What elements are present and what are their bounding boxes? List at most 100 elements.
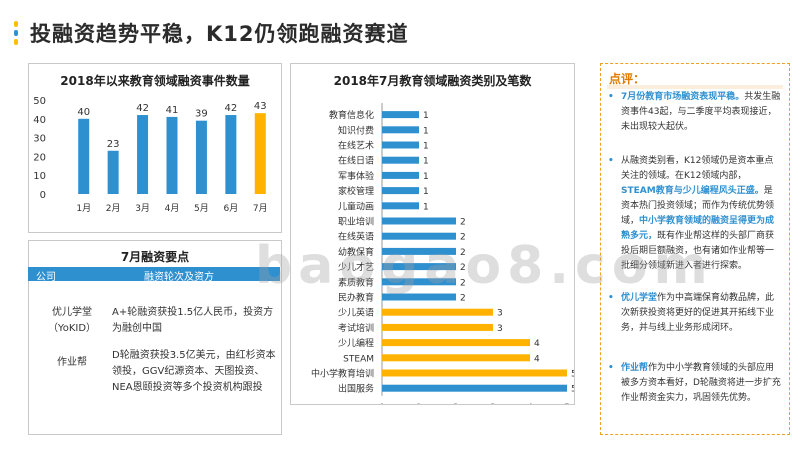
comment-point-3-text: 作为中高端保育幼教品牌，此次新获投资将更好的促进其开拓线下业务，并与线上业务形成… <box>621 293 775 333</box>
y-tick-label: 0 <box>40 190 46 201</box>
events-col-company: 公司 <box>36 272 56 283</box>
events-col-deal: 融资轮次及资方 <box>144 272 214 283</box>
category-label: 出国服务 <box>338 383 374 395</box>
bullet-icon: • <box>608 156 614 166</box>
bar-1月 <box>78 118 90 194</box>
comment-title: 点评： <box>609 72 646 86</box>
comment-point-2-text-c: 既有作业帮这样的头部厂商获投后期巨额融资，也有诸如作业帮等一批细分领域新进入者进… <box>621 231 775 271</box>
bar-中小学教育培训 <box>382 369 567 377</box>
data-label: 2 <box>460 294 466 304</box>
data-label: 1 <box>423 202 429 212</box>
monthly-chart-title: 2018年以来教育领域融资事件数量 <box>60 74 250 88</box>
category-label: 在线艺术 <box>338 140 374 152</box>
data-label: 2 <box>460 278 466 288</box>
bar-在线英语 <box>382 232 456 240</box>
page-title: 投融资趋势平稳，K12仍领跑融资赛道 <box>30 22 409 46</box>
category-label: 在线日语 <box>338 155 374 167</box>
data-label: 5 <box>571 385 574 395</box>
comment-point-2-highlight-1: STEAM教育与少儿编程风头正盛。 <box>621 186 764 196</box>
data-label: 2 <box>460 233 466 243</box>
monthly-chart-panel: 2018年以来教育领域融资事件数量 0 10 20 30 40 50 40 1月 23 2月 42 3… <box>28 63 282 233</box>
data-label: 1 <box>423 157 429 167</box>
watermark-text: baogao8.com <box>255 236 714 296</box>
x-tick-label: 2 <box>453 403 459 404</box>
x-tick-label: 7月 <box>253 203 268 214</box>
events-deal-1: A+轮融资获投1.5亿人民币，投资方为融创中国 <box>112 307 274 334</box>
comment-point-1: • 7月份教育市场融资表现平稳。共发生融资事件43起，与二季度平均表现接近，未出… <box>608 90 781 135</box>
bar-少儿编程 <box>382 339 530 347</box>
data-label: 3 <box>497 324 503 334</box>
bar-STEAM <box>382 354 530 362</box>
events-title: 7月融资要点 <box>120 250 190 264</box>
x-tick-label: 4月 <box>165 203 180 214</box>
bar-儿童动画 <box>382 202 419 210</box>
bar-3月 <box>137 115 149 194</box>
x-tick-label: 3月 <box>135 203 150 214</box>
events-table-header: 公司 融资轮次及资方 <box>28 267 280 283</box>
comment-point-4-text: 作为中小学教育领域的头部应用被多方资本看好，D轮融资将进一步扩充作业帮资金实力，… <box>621 363 781 403</box>
category-label: 中小学教育培训 <box>311 368 374 380</box>
bar-考试培训 <box>382 323 493 331</box>
category-label: 教育信息化 <box>329 109 374 121</box>
category-label: 民办教育 <box>338 292 374 304</box>
bar-少儿才艺 <box>382 263 456 271</box>
data-label: 4 <box>534 339 540 349</box>
category-label: 知识付费 <box>338 124 374 136</box>
data-label: 2 <box>460 263 466 273</box>
bar-6月 <box>225 115 237 194</box>
category-label: 考试培训 <box>338 322 374 334</box>
bar-知识付费 <box>382 126 419 134</box>
bar-5月 <box>195 120 207 194</box>
bar-军事体验 <box>382 171 419 179</box>
data-label: 39 <box>195 109 208 120</box>
events-deal-2: D轮融资获投3.5亿美元，由红杉资本领投，GGV纪源资本、天图投资、NEA恩颐投… <box>112 350 276 393</box>
bar-幼教保育 <box>382 247 456 255</box>
events-company-1: 优儿学堂（YoKID） <box>47 307 97 334</box>
data-label: 1 <box>423 126 429 136</box>
category-bar-chart: 教育信息化 1 知识付费 1 在线艺术 1 在线日语 1 军事体验 1 家校管理 1 儿童动画 1 职业培训… <box>311 103 574 404</box>
y-tick-label: 30 <box>33 134 46 145</box>
data-label: 2 <box>460 218 466 228</box>
comment-point-1-text: 共发生融资事件43起，与二季度平均表现接近，未出现较大起伏。 <box>621 92 781 132</box>
data-label: 1 <box>423 172 429 182</box>
x-tick-label: 1月 <box>76 203 91 214</box>
comment-point-2-highlight-2: 中小学教育领域的融资呈得更为成熟多元， <box>621 216 775 241</box>
category-label: STEAM <box>343 354 374 364</box>
bar-在线艺术 <box>382 141 419 149</box>
data-label: 1 <box>423 187 429 197</box>
data-label: 4 <box>534 354 540 364</box>
x-tick-label: 6月 <box>223 203 238 214</box>
title-dot-yellow-2 <box>14 39 18 45</box>
monthly-bar-chart: 0 10 20 30 40 50 40 1月 23 2月 42 3月 41 4月 39 5月 42 6月 43 7月 <box>33 96 268 214</box>
bar-4月 <box>166 116 178 194</box>
y-tick-label: 50 <box>33 96 46 107</box>
bullet-icon: • <box>608 293 614 303</box>
data-label: 43 <box>254 101 267 112</box>
data-label: 42 <box>136 103 149 114</box>
category-label: 少儿才艺 <box>338 261 374 273</box>
data-label: 1 <box>423 142 429 152</box>
bullet-icon: • <box>608 363 614 373</box>
comment-panel: 点评： • 7月份教育市场融资表现平稳。共发生融资事件43起，与二季度平均表现接… <box>600 63 790 435</box>
x-tick-label: 3 <box>490 403 496 404</box>
category-chart-title: 2018年7月教育领域融资类别及笔数 <box>333 74 532 88</box>
category-label: 家校管理 <box>338 185 374 197</box>
comment-point-1-highlight: 7月份教育市场融资表现平稳。 <box>621 92 745 102</box>
category-label: 幼教保育 <box>338 246 374 258</box>
comment-divider <box>607 85 783 89</box>
data-label: 41 <box>166 105 179 116</box>
title-dot-blue <box>14 30 18 36</box>
data-label: 42 <box>224 103 237 114</box>
x-tick-label: 2月 <box>106 203 121 214</box>
comment-point-3: • 优儿学堂作为中高端保育幼教品牌，此次新获投资将更好的促进其开拓线下业务，并与… <box>608 291 781 336</box>
category-label: 少儿编程 <box>338 337 374 349</box>
bar-教育信息化 <box>382 111 419 119</box>
comment-point-2: • 从融资类别看，K12领域仍是资本重点关注的领域。在K12领域内部， STEAM… <box>608 154 781 274</box>
bar-家校管理 <box>382 187 419 195</box>
data-label: 40 <box>77 107 90 118</box>
data-label: 23 <box>107 139 120 150</box>
data-label: 1 <box>423 111 429 121</box>
y-tick-label: 20 <box>33 152 46 163</box>
x-tick-label: 4 <box>527 403 533 404</box>
bar-7月 <box>254 113 266 194</box>
